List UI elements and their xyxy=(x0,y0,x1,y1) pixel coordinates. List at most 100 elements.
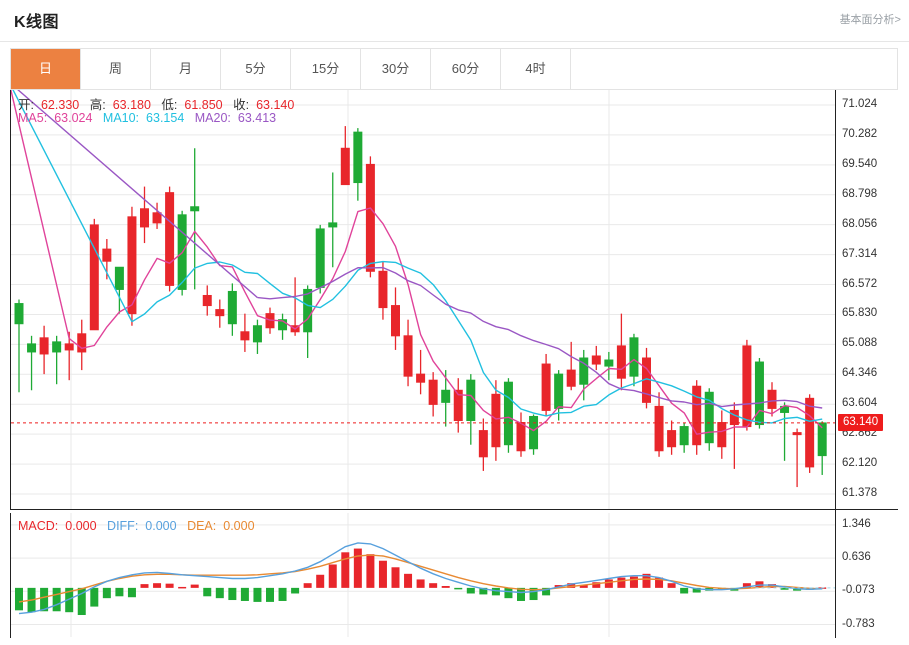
macd-histogram-bar xyxy=(190,584,199,588)
macd-histogram-bar xyxy=(328,564,337,588)
candle-body xyxy=(554,373,564,409)
macd-histogram-bar xyxy=(617,577,626,588)
ma10-lead xyxy=(12,90,133,323)
macd-histogram-bar xyxy=(655,577,664,588)
macd-histogram-bar xyxy=(429,583,438,588)
macd-histogram-bar xyxy=(642,573,651,588)
macd-histogram-bar xyxy=(15,587,23,611)
period-tabbar: 日周月 5分 15分 30分 60分 4时 xyxy=(10,48,898,90)
price-panel xyxy=(10,90,898,510)
macd-histogram-bar xyxy=(529,587,538,601)
macd-histogram-bar xyxy=(742,583,751,588)
macd-histogram-bar xyxy=(291,587,300,594)
diff-line xyxy=(18,542,823,615)
macd-axis-label: 1.346 xyxy=(842,517,871,530)
macd-histogram-bar xyxy=(667,583,676,588)
candle-body xyxy=(453,389,463,422)
price-axis-label: 61.378 xyxy=(842,486,878,499)
candle-body xyxy=(52,341,62,353)
macd-histogram-bar xyxy=(215,587,224,599)
candle-body xyxy=(102,248,112,262)
page-title: K线图 xyxy=(14,14,60,31)
candle-body xyxy=(165,192,175,286)
candle-body xyxy=(202,294,212,307)
tab-4时[interactable]: 4时 xyxy=(501,49,571,89)
price-axis-label: 65.830 xyxy=(842,307,878,320)
macd-axis-label: 0.636 xyxy=(842,551,871,564)
candle-body xyxy=(428,379,438,405)
candle-body xyxy=(754,361,764,426)
ma20-lead xyxy=(17,90,258,299)
macd-histogram-bar xyxy=(115,587,124,597)
macd-histogram-bar xyxy=(140,584,149,588)
candle-body xyxy=(767,389,777,409)
candle-body xyxy=(805,397,815,468)
ma5-lead xyxy=(11,90,70,339)
ma5-line xyxy=(68,207,823,435)
tab-15分[interactable]: 15分 xyxy=(291,49,361,89)
candle-body xyxy=(616,345,626,379)
macd-histogram-bar xyxy=(692,587,701,593)
candle-body xyxy=(792,432,802,436)
macd-histogram-bar xyxy=(253,587,262,602)
candle-body xyxy=(114,266,124,290)
ma20-line xyxy=(257,266,823,409)
price-axis-label: 71.024 xyxy=(842,97,878,110)
macd-histogram-bar xyxy=(316,574,325,588)
candle-body xyxy=(416,373,426,383)
macd-histogram-bar xyxy=(391,567,400,588)
macd-histogram-bar xyxy=(203,587,212,597)
candle-body xyxy=(579,357,589,385)
macd-histogram-bar xyxy=(266,587,274,602)
tab-日[interactable]: 日 xyxy=(11,49,81,89)
macd-histogram-bar xyxy=(178,586,187,589)
candle-body xyxy=(403,335,413,377)
page-header: K线图 基本面分析> xyxy=(0,0,909,41)
price-axis-label: 70.282 xyxy=(842,127,878,140)
macd-histogram-bar xyxy=(77,587,86,616)
candle-body xyxy=(127,216,137,315)
macd-histogram-bar xyxy=(40,587,49,612)
fundamental-analysis-link[interactable]: 基本面分析> xyxy=(839,14,901,26)
candle-body xyxy=(365,163,375,272)
candle-body xyxy=(629,337,639,377)
tab-5分[interactable]: 5分 xyxy=(221,49,291,89)
macd-histogram-bar xyxy=(404,573,413,588)
candle-body xyxy=(64,343,74,351)
tabbar-filler xyxy=(571,49,897,89)
price-axis-label: 63.604 xyxy=(842,397,878,410)
candle-body xyxy=(215,309,225,317)
macd-plot[interactable] xyxy=(11,513,836,637)
candle-body xyxy=(478,430,488,458)
candle-body xyxy=(240,331,250,341)
candle-body xyxy=(353,131,363,184)
macd-histogram-bar xyxy=(680,587,689,594)
macd-histogram-bar xyxy=(341,552,350,588)
price-axis-label: 68.798 xyxy=(842,187,878,200)
candlestick-plot[interactable] xyxy=(11,90,836,509)
macd-histogram-bar xyxy=(542,587,551,596)
tab-周[interactable]: 周 xyxy=(81,49,151,89)
candle-body xyxy=(729,409,739,426)
current-price-tag: 63.140 xyxy=(838,413,884,431)
macd-histogram-bar xyxy=(228,587,237,601)
tab-30分[interactable]: 30分 xyxy=(361,49,431,89)
price-axis-label: 68.056 xyxy=(842,217,878,230)
macd-histogram-bar xyxy=(441,585,450,588)
candle-body xyxy=(391,305,400,337)
candle-body xyxy=(704,391,714,444)
candle-body xyxy=(315,228,325,288)
candle-body xyxy=(541,363,551,411)
macd-histogram-bar xyxy=(479,587,488,595)
candle-body xyxy=(328,222,338,228)
candle-body xyxy=(14,303,24,325)
macd-histogram-bar xyxy=(466,587,475,594)
macd-histogram-bar xyxy=(52,587,61,612)
tab-60分[interactable]: 60分 xyxy=(431,49,501,89)
tab-月[interactable]: 月 xyxy=(151,49,221,89)
candle-body xyxy=(140,208,149,228)
macd-histogram-bar xyxy=(378,560,387,588)
macd-panel xyxy=(10,513,898,638)
macd-histogram-bar xyxy=(517,587,525,601)
